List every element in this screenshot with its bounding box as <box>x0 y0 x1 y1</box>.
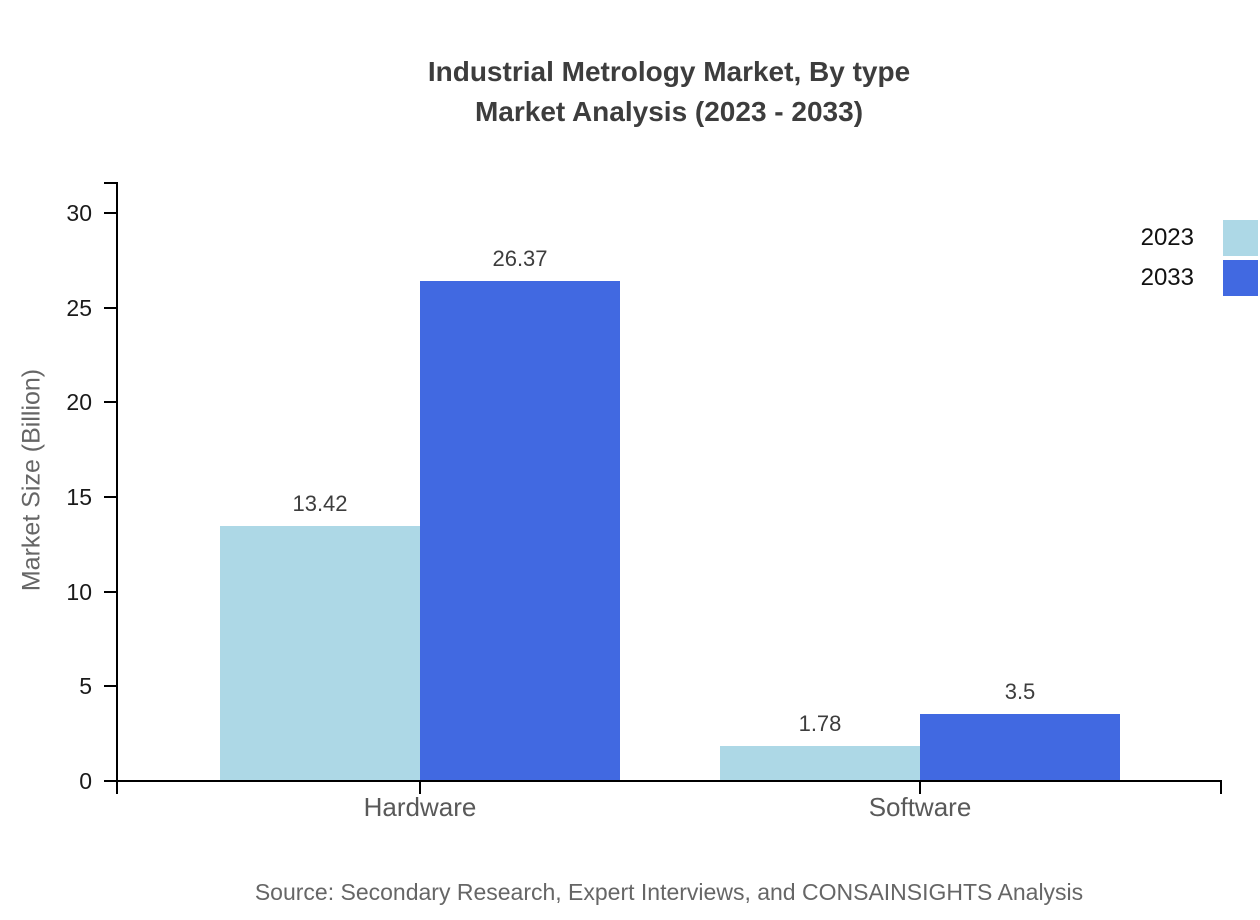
x-axis-outer-tick-right <box>1220 780 1222 794</box>
category-label-software: Software <box>868 792 972 822</box>
x-axis-tick <box>419 780 421 794</box>
y-axis-tick <box>104 780 116 782</box>
bar-value-label: 26.37 <box>492 245 548 271</box>
y-tick-label: 30 <box>66 200 92 226</box>
y-axis-tick <box>104 401 116 404</box>
y-axis-tick <box>104 590 116 593</box>
category-label-hardware: Hardware <box>363 792 477 822</box>
y-tick-label: 15 <box>66 484 92 510</box>
y-axis-tick <box>104 306 116 309</box>
bar-software-2023 <box>720 746 920 780</box>
x-axis-tick <box>919 780 921 794</box>
bar-value-label: 3.5 <box>1004 678 1036 704</box>
chart-title-line1: Industrial Metrology Market, By type <box>427 56 911 87</box>
x-axis-line <box>116 780 1222 782</box>
x-axis-outer-tick-left <box>116 780 118 794</box>
bar-value-label: 1.78 <box>798 711 842 737</box>
y-tick-label: 20 <box>66 389 92 416</box>
y-axis-tick <box>104 685 116 688</box>
bar-value-label: 13.42 <box>292 490 348 516</box>
y-axis-tick <box>104 496 116 498</box>
legend-swatch-2033 <box>1223 260 1258 296</box>
source-note: Source: Secondary Research, Expert Inter… <box>254 879 1084 905</box>
legend-label-2033: 2033 <box>1140 264 1194 291</box>
y-axis-tick <box>104 212 116 214</box>
bar-hardware-2023 <box>220 525 420 780</box>
legend-swatch-2023 <box>1223 220 1258 256</box>
legend-label-2023: 2023 <box>1140 224 1194 251</box>
bar-software-2033 <box>920 713 1120 780</box>
y-tick-label: 25 <box>66 294 92 321</box>
y-axis-outer-tick <box>104 182 116 184</box>
chart-title-line2: Market Analysis (2023 - 2033) <box>474 96 864 127</box>
y-tick-label: 10 <box>66 578 92 605</box>
bar-hardware-2033 <box>420 280 620 780</box>
y-tick-label: 5 <box>79 673 92 700</box>
y-axis-spine <box>116 182 118 782</box>
chart-title: Industrial Metrology Market, By type Mar… <box>428 52 910 132</box>
y-tick-label: 0 <box>79 768 92 794</box>
